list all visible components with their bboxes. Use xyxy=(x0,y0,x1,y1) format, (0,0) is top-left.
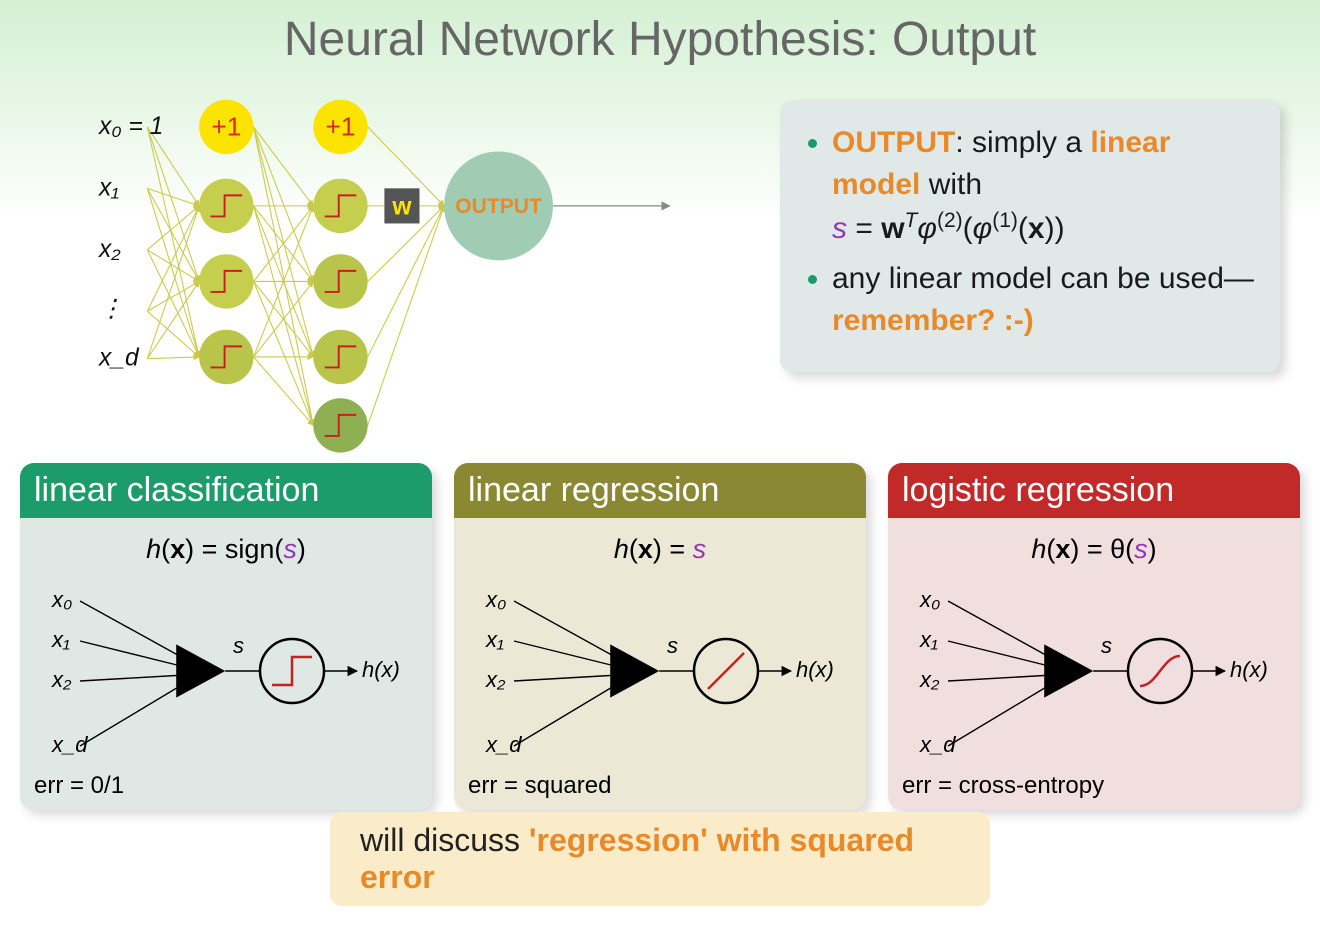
svg-text:x₀: x₀ xyxy=(51,587,72,612)
svg-text:s: s xyxy=(233,633,244,658)
svg-text:OUTPUT: OUTPUT xyxy=(455,195,542,218)
svg-text:x₂: x₂ xyxy=(485,667,506,692)
card-err-2: err = cross-entropy xyxy=(902,772,1104,800)
svg-text:x₁: x₁ xyxy=(98,174,119,201)
svg-text:x₀: x₀ xyxy=(919,587,940,612)
nn-svg: x₀ = 1 x₁ x₂ ⋮ x_d +1 +1 w OUTPUT xyxy=(30,90,730,450)
card-formula-0: h(x) = sign(s) xyxy=(32,534,420,565)
card-body-1: h(x) = s x₀x₁x₂x_dsh(x) err = squared xyxy=(454,518,866,810)
footer-bar: will discuss 'regression' with squared e… xyxy=(330,812,990,906)
svg-text:w: w xyxy=(391,194,412,221)
svg-text:h(x): h(x) xyxy=(1230,657,1268,682)
nn-diagram: x₀ = 1 x₁ x₂ ⋮ x_d +1 +1 w OUTPUT xyxy=(30,90,730,450)
card-head-2: logistic regression xyxy=(888,463,1300,518)
svg-text:s: s xyxy=(667,633,678,658)
card-linear-regression: linear regression h(x) = s x₀x₁x₂x_dsh(x… xyxy=(454,463,866,810)
card-diagram-0: x₀x₁x₂x_dsh(x) xyxy=(32,571,422,771)
card-linear-classification: linear classification h(x) = sign(s) x₀ x… xyxy=(20,463,432,810)
card-err-0: err = 0/1 xyxy=(34,772,124,800)
output-keyword: OUTPUT xyxy=(832,126,955,159)
svg-text:x₂: x₂ xyxy=(98,236,121,263)
svg-text:s: s xyxy=(1101,633,1112,658)
card-diagram-1: x₀x₁x₂x_dsh(x) xyxy=(466,571,856,771)
card-diagram-2: x₀x₁x₂x_dsh(x) xyxy=(900,571,1290,771)
slide-title: Neural Network Hypothesis: Output xyxy=(0,12,1320,67)
info-box: OUTPUT: simply a linear model with s = w… xyxy=(780,100,1280,372)
svg-text:x_d: x_d xyxy=(98,345,140,372)
info-bullet-2: any linear model can be used—remember? :… xyxy=(832,258,1254,342)
model-cards: linear classification h(x) = sign(s) x₀ x… xyxy=(20,463,1300,810)
svg-text:h(x): h(x) xyxy=(362,657,400,682)
svg-text:x₁: x₁ xyxy=(919,627,938,652)
svg-text:h(x): h(x) xyxy=(796,657,834,682)
svg-text:+1: +1 xyxy=(325,112,355,142)
svg-text:x₀ = 1: x₀ = 1 xyxy=(98,113,163,140)
info-bullet-1: OUTPUT: simply a linear model with s = w… xyxy=(832,122,1254,250)
svg-text:x₂: x₂ xyxy=(919,667,940,692)
card-logistic-regression: logistic regression h(x) = θ(s) x₀x₁x₂x_… xyxy=(888,463,1300,810)
svg-text:⋮: ⋮ xyxy=(99,296,124,323)
svg-text:x₁: x₁ xyxy=(51,627,70,652)
card-head-0: linear classification xyxy=(20,463,432,518)
svg-text:x₀: x₀ xyxy=(485,587,506,612)
card-head-1: linear regression xyxy=(454,463,866,518)
card-body-2: h(x) = θ(s) x₀x₁x₂x_dsh(x) err = cross-e… xyxy=(888,518,1300,810)
card-err-1: err = squared xyxy=(468,772,611,800)
svg-text:+1: +1 xyxy=(211,112,241,142)
formula-s-eq-w-phi: s = wTφ(2)(φ(1)(x)) xyxy=(832,212,1065,245)
svg-text:x₁: x₁ xyxy=(485,627,504,652)
svg-text:x₂: x₂ xyxy=(51,667,72,692)
card-body-0: h(x) = sign(s) x₀x₁x₂x_dsh(x) err = 0/1 xyxy=(20,518,432,810)
card-formula-1: h(x) = s xyxy=(466,534,854,565)
card-formula-2: h(x) = θ(s) xyxy=(900,534,1288,565)
